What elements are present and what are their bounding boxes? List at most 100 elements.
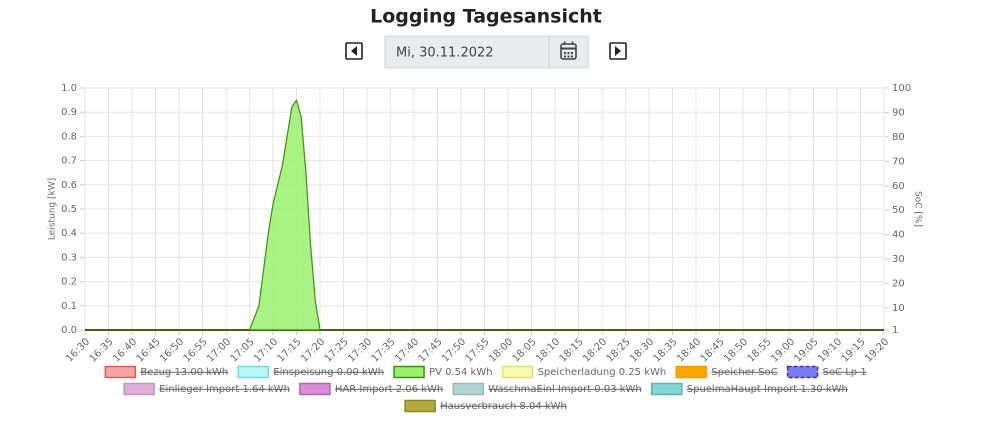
x-tick-label: 16:45 (135, 336, 163, 364)
y-tick-label: 0.1 (61, 301, 77, 312)
y2-tick-label: 70 (892, 156, 905, 167)
x-tick-label: 19:00 (769, 336, 797, 364)
x-tick-label: 17:15 (276, 336, 304, 364)
y2-tick-label: 90 (892, 107, 905, 118)
x-tick-label: 18:10 (534, 336, 562, 364)
y2-tick-label: 30 (892, 254, 905, 265)
calendar-icon[interactable] (560, 41, 577, 60)
y-tick-label: 0.4 (61, 228, 77, 239)
legend-label: SpuelmaHaupt Import 1.30 kWh (687, 384, 848, 395)
y-tick-label: 1.0 (61, 83, 77, 94)
x-tick-label: 17:55 (464, 336, 492, 364)
x-tick-label: 19:10 (816, 336, 844, 364)
x-tick-label: 18:30 (628, 336, 656, 364)
legend-label: Hausverbrauch 8.04 kWh (440, 401, 567, 412)
y-tick-label: 0.7 (61, 156, 77, 167)
legend-label: WaschmaEinl Import 0.03 kWh (488, 384, 642, 395)
x-tick-label: 18:40 (675, 336, 703, 364)
legend-swatch (299, 382, 331, 396)
legend-swatch (123, 382, 155, 396)
x-tick-label: 18:50 (722, 336, 750, 364)
x-tick-label: 17:30 (346, 336, 374, 364)
legend-label: Speicher SoC (711, 367, 777, 378)
x-tick-label: 18:05 (511, 336, 539, 364)
legend-item[interactable]: PV 0.54 kWh (393, 365, 493, 379)
x-tick-label: 19:05 (793, 336, 821, 364)
y2-tick-label: 1 (892, 325, 898, 336)
legend-swatch (452, 382, 484, 396)
y-tick-label: 0.6 (61, 180, 77, 191)
x-tick-label: 16:35 (88, 336, 116, 364)
legend-item[interactable]: Speicher SoC (675, 365, 778, 379)
y-tick-label: 0.8 (61, 131, 77, 142)
legend-item[interactable]: WaschmaEinl Import 0.03 kWh (452, 382, 642, 396)
legend-item[interactable]: Bezug 13.00 kWh (104, 365, 228, 379)
x-tick-label: 17:00 (205, 336, 233, 364)
x-tick-label: 19:15 (840, 336, 868, 364)
legend-swatch (501, 365, 534, 379)
x-tick-label: 18:45 (699, 336, 727, 364)
legend-item[interactable]: Hausverbrauch 8.04 kWh (404, 399, 567, 413)
x-tick-label: 18:55 (746, 336, 774, 364)
y2-tick-label: 10 (892, 303, 905, 314)
x-tick-label: 18:25 (605, 336, 633, 364)
legend-swatch (786, 365, 819, 379)
y-tick-label: 0.0 (61, 325, 77, 336)
x-tick-label: 18:35 (652, 336, 680, 364)
legend-swatch (237, 365, 270, 379)
prev-day-button[interactable] (345, 42, 363, 60)
legend-label: Speicherladung 0.25 kWh (538, 367, 667, 378)
y2-tick-label: 60 (892, 181, 905, 192)
date-text: Mi, 30.11.2022 (396, 46, 494, 61)
y2-tick-label: 40 (892, 230, 905, 241)
x-tick-label: 16:55 (182, 336, 210, 364)
legend-item[interactable]: Einlieger Import 1.64 kWh (123, 382, 290, 396)
legend-swatch (404, 399, 436, 413)
x-tick-label: 17:35 (370, 336, 398, 364)
y2-axis-label: SoC [%] (913, 191, 923, 227)
legend-item[interactable]: Speicherladung 0.25 kWh (501, 365, 667, 379)
y-tick-label: 0.3 (61, 252, 77, 263)
x-tick-label: 17:20 (299, 336, 327, 364)
x-tick-label: 18:15 (558, 336, 586, 364)
legend-label: HAR Import 2.06 kWh (335, 384, 443, 395)
legend-swatch (675, 365, 707, 379)
legend-swatch (104, 365, 137, 379)
x-tick-label: 16:30 (64, 336, 92, 364)
y2-tick-label: 80 (892, 132, 905, 143)
y2-tick-label: 20 (892, 279, 905, 290)
y-tick-label: 0.2 (61, 277, 77, 288)
x-tick-label: 17:40 (393, 336, 421, 364)
x-tick-label: 17:05 (229, 336, 257, 364)
pv-area (248, 99, 321, 331)
x-tick-label: 17:45 (417, 336, 445, 364)
x-tick-label: 17:10 (252, 336, 280, 364)
legend-label: Einlieger Import 1.64 kWh (159, 384, 290, 395)
y2-tick-label: 100 (892, 83, 911, 94)
legend-label: PV 0.54 kWh (429, 367, 493, 378)
y-tick-label: 0.5 (61, 204, 77, 215)
x-tick-label: 16:40 (111, 336, 139, 364)
date-input[interactable] (384, 35, 589, 69)
legend-label: Einspeisung 0.00 kWh (273, 367, 384, 378)
x-tick-label: 16:50 (158, 336, 186, 364)
x-tick-label: 19:20 (863, 336, 891, 364)
legend-swatch (393, 365, 425, 379)
x-tick-label: 18:00 (487, 336, 515, 364)
legend-swatch (651, 382, 683, 396)
x-tick-label: 18:20 (581, 336, 609, 364)
y-tick-label: 0.9 (61, 107, 77, 118)
legend-label: Bezug 13.00 kWh (140, 367, 228, 378)
y-axis-label: Leistung [kW] (48, 178, 58, 240)
legend-item[interactable]: HAR Import 2.06 kWh (299, 382, 443, 396)
y2-tick-label: 50 (892, 205, 905, 216)
page-title: Logging Tagesansicht (370, 6, 602, 28)
legend-item[interactable]: Einspeisung 0.00 kWh (237, 365, 384, 379)
legend-label: SoC Lp 1 (823, 367, 867, 378)
legend-item[interactable]: SoC Lp 1 (786, 365, 867, 379)
x-tick-label: 17:25 (323, 336, 351, 364)
next-day-button[interactable] (609, 42, 627, 60)
x-tick-label: 17:50 (440, 336, 468, 364)
legend-item[interactable]: SpuelmaHaupt Import 1.30 kWh (651, 382, 848, 396)
